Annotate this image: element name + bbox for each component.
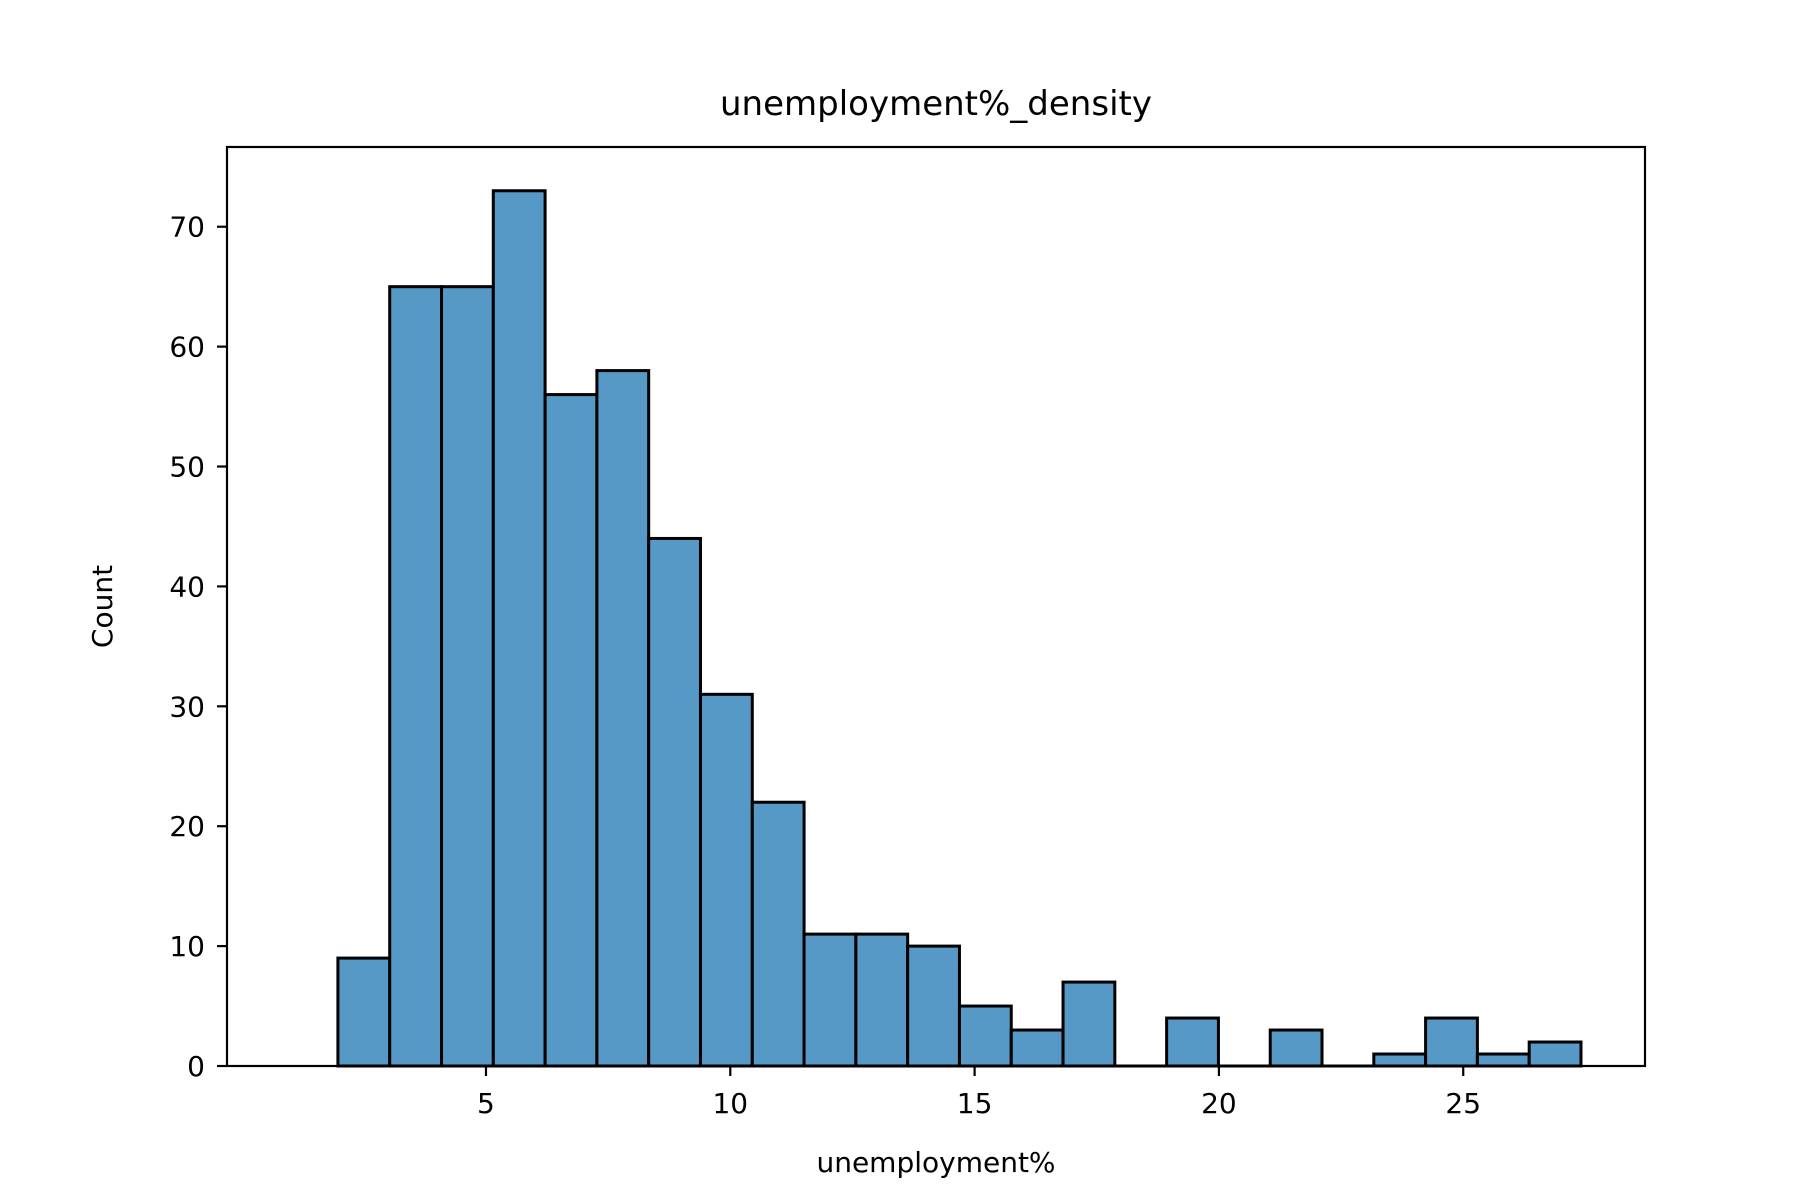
histogram-bar	[491, 189, 547, 1068]
histogram-bar	[543, 393, 599, 1068]
histogram-bar	[906, 944, 961, 1068]
histogram-bar	[1372, 1052, 1428, 1068]
histogram-bar	[1009, 1028, 1065, 1068]
histogram-bar	[698, 692, 754, 1068]
histogram-bar	[336, 956, 392, 1068]
y-tick-label: 40	[169, 570, 205, 603]
histogram-bar	[595, 369, 651, 1068]
x-tick-label: 15	[957, 1087, 993, 1120]
histogram-bar	[388, 285, 444, 1068]
histogram-bar	[750, 800, 806, 1068]
bars-layer	[336, 189, 1583, 1068]
x-tick-label: 10	[712, 1087, 748, 1120]
chart-title: unemployment%_density	[720, 84, 1152, 124]
histogram-bar	[1424, 1016, 1479, 1068]
histogram-bar	[1268, 1028, 1324, 1068]
histogram-bar	[957, 1004, 1013, 1068]
histogram-bar	[440, 285, 495, 1068]
histogram-bar	[1165, 1016, 1220, 1068]
x-tick-label: 5	[477, 1087, 495, 1120]
histogram-bar	[1527, 1040, 1583, 1068]
y-tick-label: 0	[187, 1050, 205, 1083]
x-tick-label: 25	[1445, 1087, 1481, 1120]
x-tick-label: 20	[1201, 1087, 1237, 1120]
histogram-bar	[802, 932, 858, 1068]
plot-area-frame	[225, 145, 1647, 1068]
y-tick-label: 20	[169, 810, 205, 843]
ticks-layer: 5 10 15 20 25 0 10 20 30 40 50 60 70	[169, 211, 1481, 1120]
histogram-bar	[647, 536, 702, 1068]
histogram-bar	[1061, 980, 1117, 1068]
y-tick-label: 50	[169, 451, 205, 484]
histogram-bar	[854, 932, 910, 1068]
histogram-bar	[1475, 1052, 1531, 1068]
y-tick-label: 10	[169, 930, 205, 963]
y-tick-label: 70	[169, 211, 205, 244]
y-tick-label: 30	[169, 690, 205, 723]
y-axis-label: Count	[86, 565, 119, 648]
x-axis-label: unemployment%	[816, 1146, 1055, 1179]
y-tick-label: 60	[169, 331, 205, 364]
